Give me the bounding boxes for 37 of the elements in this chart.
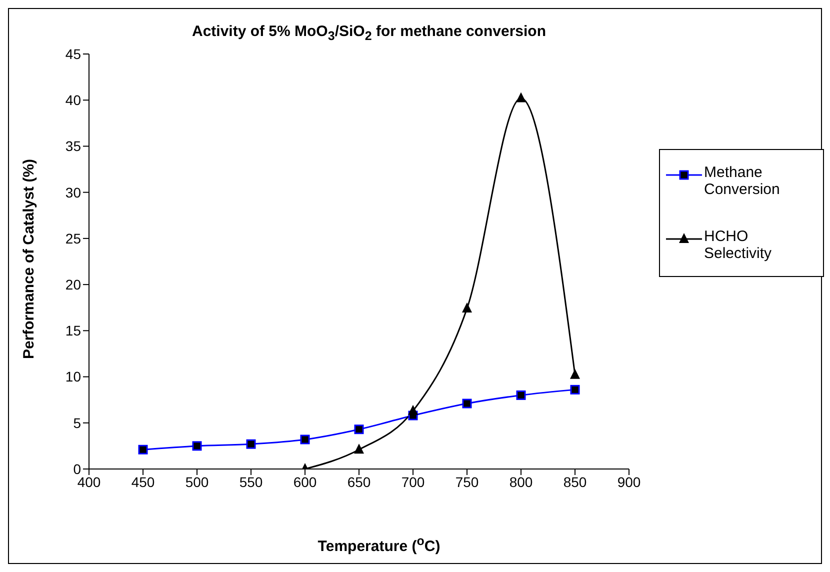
point	[516, 92, 526, 102]
y-tick-label: 45	[65, 46, 82, 62]
y-tick-label: 15	[65, 322, 82, 339]
x-tick-label: 700	[401, 474, 425, 490]
point	[570, 368, 580, 379]
x-tick-label: 450	[131, 474, 155, 490]
y-tick-label: 35	[65, 138, 82, 154]
x-tick-label: 550	[239, 474, 263, 490]
x-tick-label: 750	[455, 474, 479, 490]
point	[570, 384, 580, 394]
x-tick-label: 500	[185, 474, 209, 490]
x-tick-label: 800	[509, 474, 533, 490]
point	[354, 424, 364, 434]
point	[138, 444, 148, 454]
legend-label: HCHO Selectivity	[704, 228, 773, 262]
y-tick-label: 5	[73, 414, 82, 431]
point	[246, 439, 256, 449]
x-tick-label: 650	[347, 474, 371, 490]
x-axis-title: Temperature ($^{o}$C)	[316, 534, 442, 555]
point	[408, 404, 418, 415]
y-tick-label: 40	[65, 92, 82, 108]
x-tick-label: 900	[617, 474, 641, 490]
y-tick-label: 20	[65, 276, 82, 293]
point	[192, 441, 202, 451]
chart-title: Activity of 5% MoO$_{3}$/SiO$_{2}$ for methane conversion	[191, 23, 547, 43]
point	[516, 390, 526, 400]
point	[462, 302, 472, 313]
y-axis-title: Performance of Catalyst (%)	[20, 158, 38, 360]
y-tick-label: 25	[65, 230, 82, 246]
point	[354, 444, 364, 454]
point	[300, 434, 310, 444]
y-tick-label: 30	[65, 184, 82, 200]
x-tick-label: 600	[293, 474, 317, 490]
x-tick-label: 850	[563, 474, 587, 490]
point	[462, 398, 472, 408]
y-tick-label: 10	[65, 368, 82, 385]
legend-label: Methane Conversion	[704, 164, 781, 198]
